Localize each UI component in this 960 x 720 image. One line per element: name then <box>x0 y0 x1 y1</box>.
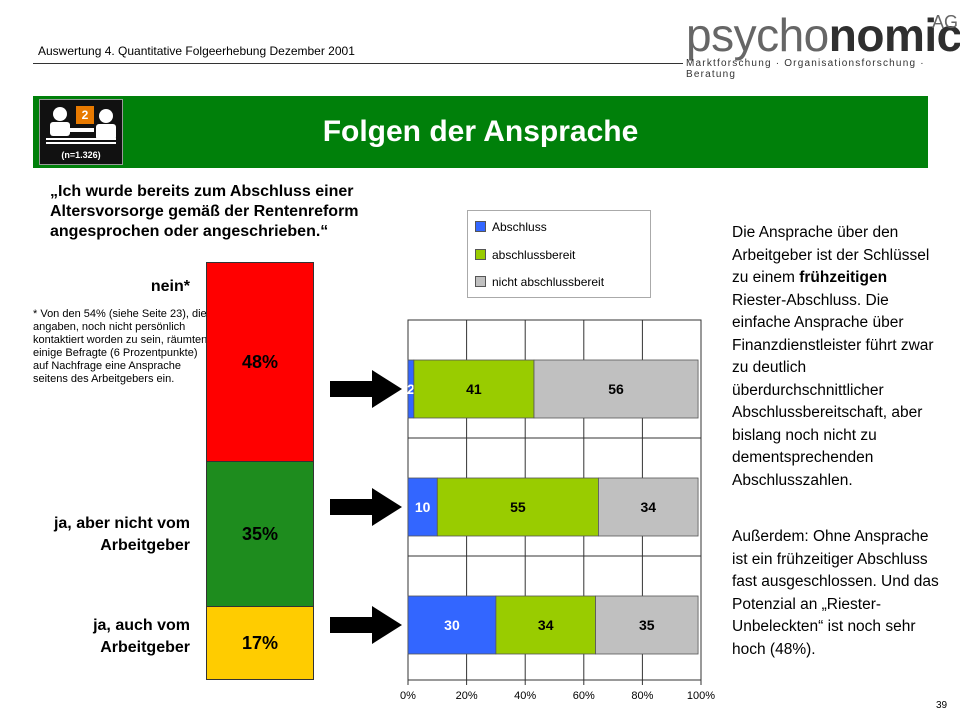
arrow-icon <box>330 606 402 644</box>
bar-value-label: 35 <box>639 617 655 633</box>
bar-value-label: 41 <box>466 381 482 397</box>
bar-segment <box>436 477 599 537</box>
bar-value-label: 34 <box>640 499 656 515</box>
logo-nomics: nomics <box>828 9 960 61</box>
x-tick-label: 100% <box>687 690 715 702</box>
stack-value-nein: 48% <box>241 351 279 372</box>
arrow-icon <box>330 370 402 408</box>
bar-value-label: 30 <box>444 617 460 633</box>
bar-segment <box>407 477 438 537</box>
slide-title: Folgen der Ansprache <box>322 115 639 148</box>
chart-legend: Abschluss abschlussbereit nicht abschlus… <box>467 210 651 298</box>
commentary-emphasis: frühzeitigen <box>799 269 888 286</box>
arrow-icon <box>330 488 402 526</box>
category-label-ja-nicht-arbeitgeber: ja, aber nicht vom Arbeitgeber <box>53 515 190 554</box>
commentary-paragraph-2: Außerdem: Ohne Ansprache ist ein frühzei… <box>732 528 939 658</box>
x-tick-label: 60% <box>573 690 595 702</box>
bar-value-label: 2 <box>407 381 415 397</box>
stack-value-ja-arbeitgeber: 17% <box>241 632 279 653</box>
badge-number: 2 <box>76 106 94 124</box>
legend-label: abschlussbereit <box>492 248 576 262</box>
legend-swatch <box>475 276 486 287</box>
stacked-column: 48% 35% 17% <box>206 262 314 680</box>
stack-segment-nein: 48% <box>206 262 314 462</box>
legend-item-abschlussbereit: abschlussbereit <box>475 248 575 262</box>
category-label-nein: nein* <box>150 278 190 295</box>
commentary-paragraph-1: Die Ansprache über den Arbeitgeber ist d… <box>732 222 942 492</box>
title-banner: Folgen der Ansprache 2 (n=1.326) <box>33 96 928 168</box>
bar-segment <box>413 359 535 419</box>
company-logo: psychonomics AG <box>686 12 960 58</box>
header-divider <box>33 63 683 64</box>
legend-item-nicht-abschlussbereit: nicht abschlussbereit <box>475 275 604 289</box>
bar-chart: 0% 20% 40% 60% 80% 100% 2 41 56 10 55 34 30 34 35 <box>330 319 715 702</box>
logo-tagline: Marktforschung · Organisationsforschung … <box>686 58 925 80</box>
stack-value-ja-nicht-arbeitgeber: 35% <box>241 523 279 544</box>
bar-value-label: 10 <box>415 499 431 515</box>
commentary-text: Die Ansprache über den Arbeitgeber ist d… <box>732 224 930 286</box>
bar-value-label: 56 <box>608 381 624 397</box>
legend-item-abschluss: Abschluss <box>475 220 547 234</box>
sample-size: (n=1.326) <box>61 150 101 160</box>
stack-segment-ja-nicht-arbeitgeber: 35% <box>206 461 314 607</box>
survey-badge: 2 (n=1.326) <box>39 99 123 165</box>
legend-label: Abschluss <box>492 220 547 234</box>
bar-segment <box>533 359 699 419</box>
bar-segment <box>598 477 699 537</box>
people-icon <box>46 107 116 144</box>
bar-value-label: 34 <box>538 617 554 633</box>
logo-ag: AG <box>932 12 959 32</box>
logo-psycho: psycho <box>686 9 829 61</box>
bar-segment <box>495 595 596 655</box>
bar-segment <box>595 595 699 655</box>
footnote: * Von den 54% (siehe Seite 23), die anga… <box>33 308 208 385</box>
bar-value-label: 55 <box>510 499 526 515</box>
legend-swatch <box>475 221 486 232</box>
category-label-ja-arbeitgeber: ja, auch vom Arbeitgeber <box>93 617 190 656</box>
x-tick-label: 0% <box>400 690 416 702</box>
legend-swatch <box>475 249 486 260</box>
x-tick-label: 40% <box>514 690 536 702</box>
legend-label: nicht abschlussbereit <box>492 275 605 289</box>
stack-segment-ja-arbeitgeber: 17% <box>206 606 314 680</box>
x-tick-label: 80% <box>631 690 653 702</box>
x-tick-label: 20% <box>456 690 478 702</box>
report-subtitle: Auswertung 4. Quantitative Folgeerhebung… <box>38 44 355 58</box>
commentary-text: Riester-Abschluss. Die einfache Ansprach… <box>732 291 934 489</box>
page-number: 39 <box>936 700 948 711</box>
survey-question: „Ich wurde bereits zum Abschluss einer A… <box>50 183 359 240</box>
